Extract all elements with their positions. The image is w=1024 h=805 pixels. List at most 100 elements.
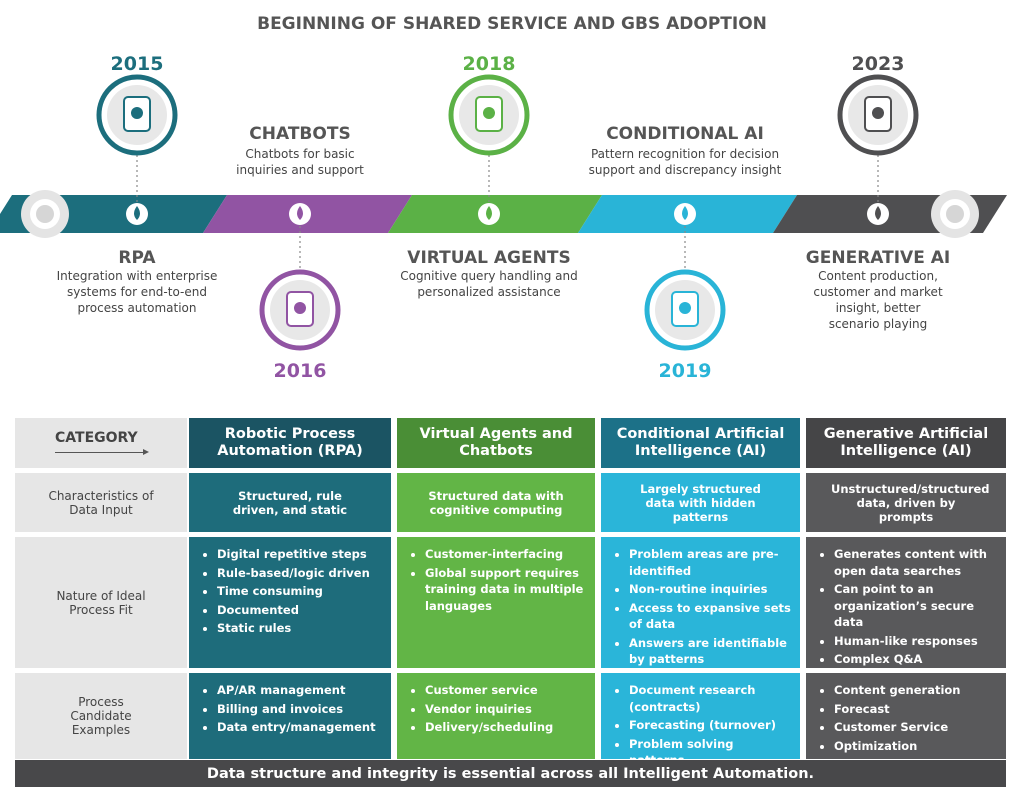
milestone-heading: VIRTUAL AGENTS [407, 248, 571, 268]
timeline-cap-core [36, 205, 54, 223]
bullet-item: Access to expansive sets of data [629, 600, 792, 633]
year: 2015 [110, 53, 164, 75]
bullet-item: Forecast [834, 701, 998, 718]
bullet-item: Content generation [834, 682, 998, 699]
bullet-list: Problem areas are pre-identified Non-rout… [611, 546, 792, 668]
bullet-item: Digital repetitive steps [217, 546, 383, 563]
column-header-cell: Conditional Artificial Intelligence (AI) [601, 418, 800, 468]
cell-text: Unstructured/structured data, driven by … [831, 481, 990, 524]
column-header: Generative Artificial Intelligence (AI) [823, 426, 989, 459]
category-header: CATEGORY [55, 430, 138, 446]
icon-dot [872, 107, 884, 119]
icon-dot [294, 302, 306, 314]
cell-text: Structured, rule driven, and static [232, 488, 348, 517]
milestone-heading: GENERATIVE AI [805, 248, 951, 268]
column-header: Robotic Process Automation (RPA) [217, 426, 363, 459]
pin-drop [875, 206, 881, 220]
table-cell: Digital repetitive steps Rule-based/logic… [189, 537, 391, 668]
bullet-item: Complex Q&A [834, 651, 998, 668]
category-arrow [55, 452, 145, 453]
column-header-cell: Robotic Process Automation (RPA) [189, 418, 391, 468]
table-cell: Largely structured data with hidden patt… [601, 473, 800, 532]
milestone-heading: RPA [118, 248, 156, 268]
row-label-cell: Characteristics of Data Input [15, 473, 187, 532]
milestone-heading: CHATBOTS [249, 124, 351, 144]
timeline-graphic [0, 74, 1007, 351]
category-header-cell: CATEGORY [15, 418, 187, 468]
table-cell: Customer-interfacing Global support requi… [397, 537, 595, 668]
pin-drop [297, 206, 303, 220]
table-cell: Structured, rule driven, and static [189, 473, 391, 532]
row-label: Process Candidate Examples [70, 695, 132, 737]
bullet-item: Delivery/scheduling [425, 719, 587, 736]
table-cell: AP/AR management Billing and invoicesData… [189, 673, 391, 759]
bullet-item: Can point to an organization’s secure da… [834, 581, 998, 631]
milestone-description: Content production, customer and market … [813, 269, 943, 331]
bullet-item: Rule-based/logic driven [217, 565, 383, 582]
table-cell: Generates content with open data searche… [806, 537, 1006, 668]
bullet-list: Customer service Vendor inquiriesDelivery… [407, 682, 587, 736]
table-cell: Customer service Vendor inquiriesDelivery… [397, 673, 595, 759]
bullet-list: Document research (contracts) Forecasting… [611, 682, 792, 769]
column-header-cell: Virtual Agents and Chatbots [397, 418, 595, 468]
bullet-list: Customer-interfacing Global support requi… [407, 546, 587, 614]
pin-drop [682, 206, 688, 220]
year: 2018 [462, 53, 516, 75]
bullet-item: Customer service [425, 682, 587, 699]
bullet-list: Generates content with open data searche… [816, 546, 998, 668]
bullet-item: Problem areas are pre-identified [629, 546, 792, 579]
bullet-item: Customer-interfacing [425, 546, 587, 563]
milestone-description: Pattern recognition for decision support… [588, 147, 782, 177]
bullet-item: Non-routine inquiries [629, 581, 792, 598]
table-cell: Unstructured/structured data, driven by … [806, 473, 1006, 532]
timeline-cap-core [946, 205, 964, 223]
row-label: Nature of Ideal Process Fit [56, 588, 146, 617]
bullet-list: AP/AR management Billing and invoicesData… [199, 682, 383, 736]
footer-bar: Data structure and integrity is essentia… [15, 760, 1006, 787]
column-header: Virtual Agents and Chatbots [419, 426, 573, 459]
table-cell: Document research (contracts) Forecasting… [601, 673, 800, 767]
bullet-item: Billing and invoices [217, 701, 383, 718]
bullet-item: Documented [217, 602, 383, 619]
table-cell: Structured data with cognitive computing [397, 473, 595, 532]
column-header-cell: Generative Artificial Intelligence (AI) [806, 418, 1006, 468]
year: 2023 [851, 53, 905, 75]
pin-drop [134, 206, 140, 220]
bullet-item: Human-like responses [834, 633, 998, 650]
bullet-item: Vendor inquiries [425, 701, 587, 718]
cell-text: Largely structured data with hidden patt… [640, 481, 761, 524]
category-arrowhead [143, 449, 149, 455]
bullet-item: Document research (contracts) [629, 682, 792, 715]
bullet-item: Global support requires training data in… [425, 565, 587, 615]
milestone-description: Cognitive query handling and personalize… [400, 269, 578, 299]
bullet-item: Customer Service [834, 719, 998, 736]
footer-text: Data structure and integrity is essentia… [206, 765, 815, 782]
row-label-cell: Nature of Ideal Process Fit [15, 537, 187, 668]
table-cell: Problem areas are pre-identified Non-rout… [601, 537, 800, 668]
milestone-heading: CONDITIONAL AI [606, 124, 764, 144]
year: 2016 [273, 360, 327, 382]
bullet-item: Static rules [217, 620, 383, 637]
row-label: Characteristics of Data Input [48, 488, 154, 517]
bullet-item: Answers are identifiable by patterns [629, 635, 792, 668]
year: 2019 [658, 360, 712, 382]
bullet-item: Forecasting (turnover) [629, 717, 792, 734]
bullet-list: Content generation ForecastCustomer Servi… [816, 682, 998, 754]
bullet-item: Time consuming [217, 583, 383, 600]
cell-text: Structured data with cognitive computing [428, 488, 564, 517]
bullet-item: AP/AR management [217, 682, 383, 699]
icon-dot [131, 107, 143, 119]
bullet-item: Generates content with open data searche… [834, 546, 998, 579]
pin-drop [486, 206, 492, 220]
table-cell: Content generation ForecastCustomer Servi… [806, 673, 1006, 759]
milestone-description: Chatbots for basic inquiries and support [236, 147, 364, 177]
title: BEGINNING OF SHARED SERVICE AND GBS ADOP… [257, 14, 767, 34]
icon-dot [679, 302, 691, 314]
bullet-list: Digital repetitive steps Rule-based/logic… [199, 546, 383, 637]
bullet-item: Optimization [834, 738, 998, 755]
icon-dot [483, 107, 495, 119]
milestone-description: Integration with enterprise systems for … [56, 269, 218, 315]
column-header: Conditional Artificial Intelligence (AI) [616, 426, 785, 459]
row-label-cell: Process Candidate Examples [15, 673, 187, 759]
